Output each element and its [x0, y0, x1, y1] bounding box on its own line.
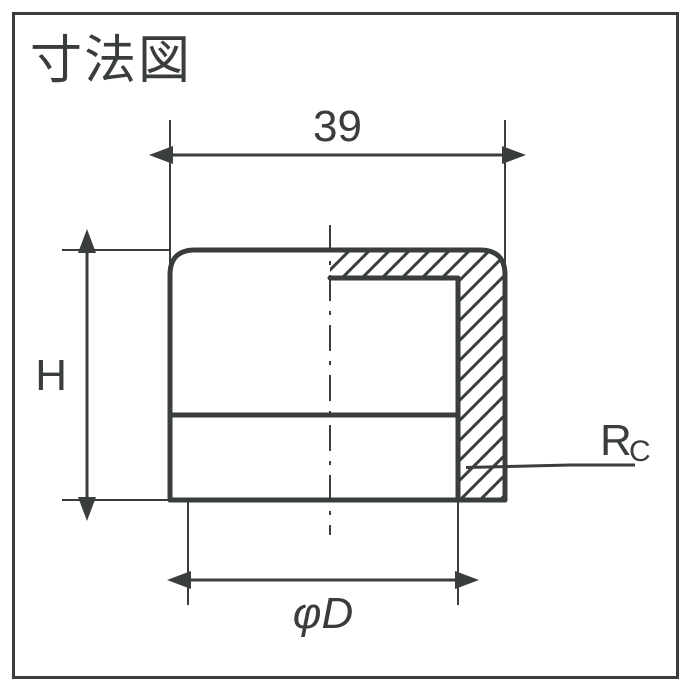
dim-label-width: 39 [313, 105, 362, 151]
label-thread: R [600, 416, 632, 465]
page-root: 寸法図 39 HφD RC [0, 0, 691, 691]
diagram-title: 寸法図 [30, 18, 192, 93]
label-thread-subscript: C [629, 435, 651, 468]
cap-outer-outline [170, 250, 505, 500]
dim-label-diameter: φD [293, 589, 353, 638]
dim-label-height: H [35, 351, 67, 400]
dimension-drawing: 39 HφD RC [30, 105, 670, 665]
diagram-svg-container: 39 HφD RC [30, 105, 670, 665]
leader-thread [466, 465, 635, 468]
